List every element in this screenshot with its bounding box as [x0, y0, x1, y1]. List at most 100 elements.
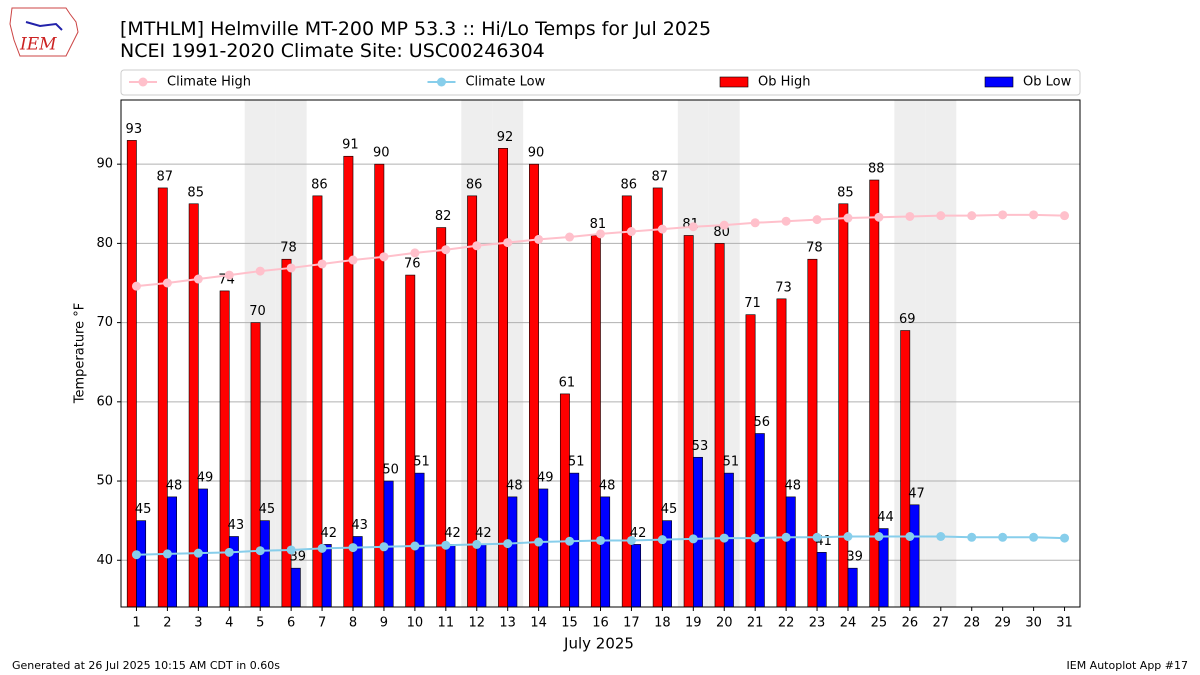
value-label: 78 — [280, 241, 297, 256]
line-marker — [410, 248, 420, 258]
bar — [157, 187, 168, 608]
y-tick-label: 40 — [96, 553, 113, 568]
line-marker — [657, 535, 667, 545]
value-label: 61 — [559, 375, 576, 390]
x-tick-label: 29 — [994, 616, 1011, 631]
line-marker — [503, 539, 513, 549]
legend-label: Climate High — [167, 75, 251, 90]
bar — [776, 298, 787, 608]
x-tick-label: 2 — [163, 616, 171, 631]
value-label: 85 — [187, 185, 204, 200]
legend-swatch — [984, 76, 1014, 88]
value-label: 78 — [806, 241, 823, 256]
value-label: 93 — [126, 122, 143, 137]
bar — [785, 496, 796, 608]
line-marker — [843, 213, 853, 223]
value-label: 51 — [723, 455, 740, 470]
value-label: 43 — [228, 518, 245, 533]
logo-text: IEM — [19, 35, 57, 55]
x-tick-label: 16 — [592, 616, 609, 631]
x-tick-label: 25 — [871, 616, 888, 631]
x-tick-label: 28 — [963, 616, 980, 631]
x-tick-label: 11 — [438, 616, 455, 631]
legend-label: Ob Low — [1023, 75, 1072, 90]
plot-frame — [120, 99, 1081, 608]
bar — [321, 544, 332, 608]
bar — [714, 243, 725, 608]
logo: IEM — [9, 7, 79, 57]
x-tick-label: 30 — [1025, 616, 1042, 631]
value-label: 90 — [528, 146, 545, 161]
line-marker — [255, 546, 265, 556]
x-tick-label: 8 — [349, 616, 357, 631]
x-tick-label: 14 — [530, 616, 547, 631]
x-tick-label: 4 — [225, 616, 233, 631]
line-marker — [998, 532, 1008, 542]
x-tick-label: 17 — [623, 616, 640, 631]
x-tick-label: 5 — [256, 616, 264, 631]
line-marker — [472, 539, 482, 549]
value-label: 90 — [373, 146, 390, 161]
value-label: 92 — [497, 130, 514, 145]
line-marker — [193, 548, 203, 558]
value-label: 44 — [877, 510, 894, 525]
line-marker — [596, 229, 605, 239]
legend-label: Ob High — [758, 75, 811, 90]
x-tick-label: 13 — [499, 616, 516, 631]
bar — [188, 203, 199, 608]
line-marker — [162, 278, 172, 288]
value-label: 47 — [908, 486, 925, 501]
footer-left: Generated at 26 Jul 2025 10:15 AM CDT in… — [12, 659, 280, 672]
bar — [621, 195, 632, 608]
x-tick-label: 26 — [902, 616, 919, 631]
bar — [136, 520, 147, 608]
bar — [683, 235, 694, 608]
bar — [290, 567, 301, 608]
bar — [259, 520, 270, 608]
bar — [693, 456, 703, 608]
line-marker — [1060, 211, 1070, 221]
line-marker — [657, 224, 667, 234]
bar — [847, 567, 858, 608]
line-marker — [936, 531, 946, 541]
value-label: 86 — [466, 177, 483, 192]
value-label: 82 — [435, 209, 452, 224]
bar — [754, 433, 765, 608]
value-label: 85 — [837, 185, 854, 200]
bar — [507, 496, 518, 608]
bar — [228, 536, 239, 608]
y-axis-label: Temperature °F — [73, 303, 88, 404]
line-marker — [874, 212, 884, 222]
value-label: 42 — [444, 526, 461, 541]
line-marker — [812, 215, 822, 225]
bar — [807, 258, 818, 608]
line-marker — [750, 533, 760, 543]
line-marker — [534, 234, 544, 244]
value-label: 56 — [754, 415, 771, 430]
line-marker — [255, 266, 265, 276]
value-label: 88 — [868, 162, 885, 177]
legend-label: Climate Low — [465, 75, 545, 90]
value-label: 49 — [537, 470, 554, 485]
line-marker — [719, 533, 729, 543]
bar — [538, 488, 549, 608]
line-marker — [905, 531, 915, 541]
bar — [838, 203, 849, 608]
legend-swatch — [719, 76, 749, 88]
weekend-shade — [925, 100, 957, 607]
bar — [652, 187, 663, 608]
line-marker — [998, 210, 1008, 220]
line-marker — [874, 531, 884, 541]
value-label: 42 — [320, 526, 337, 541]
value-label: 39 — [846, 550, 863, 565]
line-marker — [131, 550, 141, 560]
line-marker — [967, 211, 977, 221]
bar — [436, 227, 447, 608]
value-label: 91 — [342, 138, 359, 153]
value-label: 73 — [775, 280, 792, 295]
line-marker — [1060, 533, 1070, 543]
y-tick-label: 90 — [96, 157, 113, 172]
value-label: 70 — [249, 304, 266, 319]
line-marker — [936, 211, 946, 221]
value-label: 43 — [351, 518, 368, 533]
